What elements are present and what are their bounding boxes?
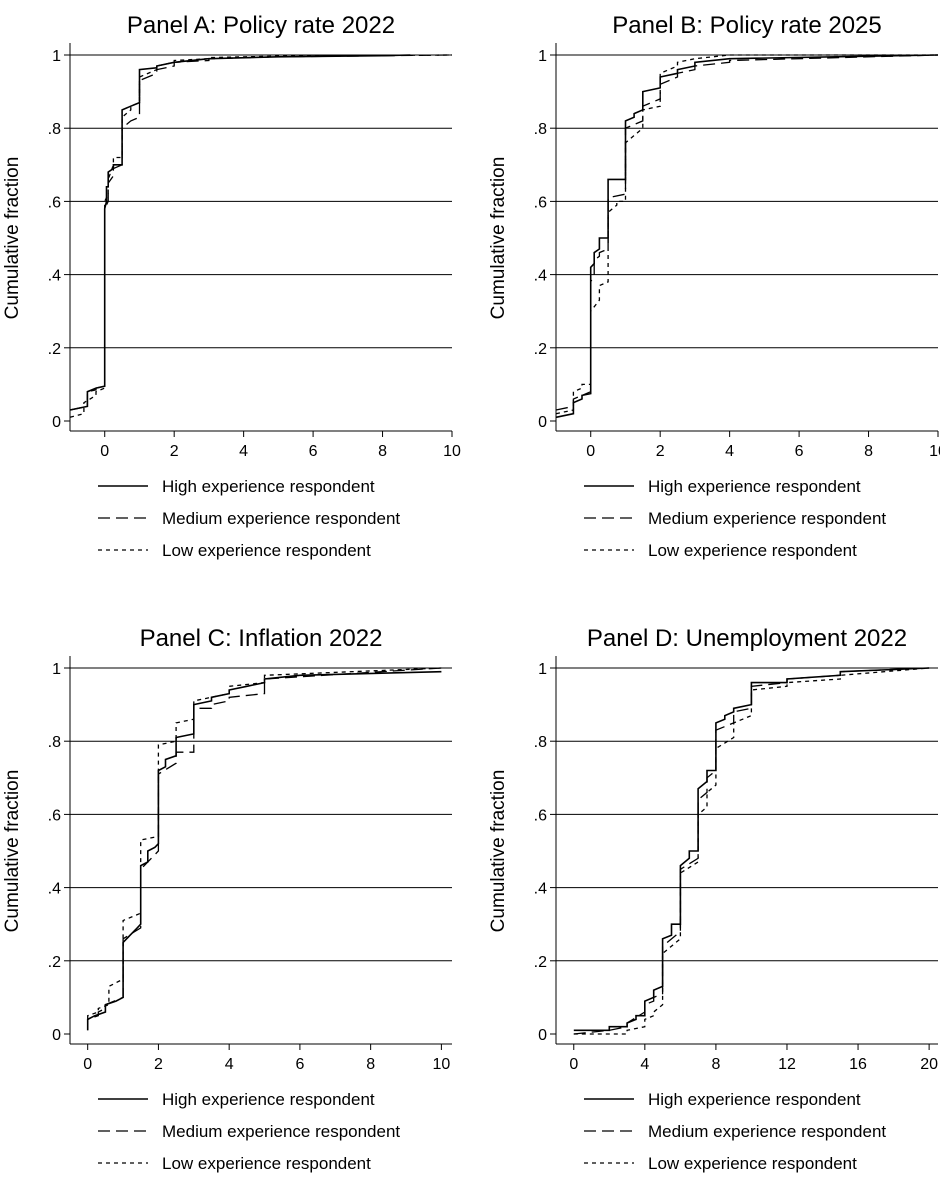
y-tick-label: 1 bbox=[538, 48, 547, 65]
x-tick-label: 10 bbox=[432, 1056, 450, 1073]
legend-label: Medium experience respondent bbox=[648, 509, 886, 528]
y-tick-label: 1 bbox=[52, 661, 61, 678]
y-tick-label: .6 bbox=[534, 194, 547, 211]
legend-label: Low experience respondent bbox=[648, 541, 857, 560]
x-tick-label: 10 bbox=[443, 443, 461, 460]
y-tick-label: 1 bbox=[538, 661, 547, 678]
y-tick-label: .8 bbox=[534, 734, 547, 751]
y-tick-label: .8 bbox=[48, 734, 61, 751]
x-tick-label: 4 bbox=[725, 443, 734, 460]
series-line-2 bbox=[555, 54, 939, 411]
y-tick-label: 0 bbox=[52, 1027, 61, 1044]
x-tick-label: 8 bbox=[711, 1056, 720, 1073]
y-tick-label: .6 bbox=[48, 194, 61, 211]
y-tick-label: .6 bbox=[48, 807, 61, 824]
series-line-3 bbox=[87, 667, 442, 1027]
y-tick-label: .4 bbox=[534, 881, 547, 898]
legend-label: Medium experience respondent bbox=[648, 1122, 886, 1141]
series-line-3 bbox=[573, 667, 930, 1035]
x-tick-label: 4 bbox=[640, 1056, 649, 1073]
legend-label: Medium experience respondent bbox=[162, 509, 400, 528]
chart-panel-2: Panel B: Policy rate 2025 Cumulative frac… bbox=[488, 12, 940, 560]
y-tick-label: 0 bbox=[538, 1027, 547, 1044]
chart-panel-3: Panel C: Inflation 2022 Cumulative fracti… bbox=[2, 625, 452, 1173]
y-axis-label: Cumulative fraction bbox=[488, 157, 509, 320]
x-tick-label: 0 bbox=[569, 1056, 578, 1073]
x-tick-label: 10 bbox=[929, 443, 940, 460]
chart-title: Panel B: Policy rate 2025 bbox=[612, 12, 882, 39]
x-tick-label: 2 bbox=[656, 443, 665, 460]
chart-title: Panel C: Inflation 2022 bbox=[140, 625, 383, 652]
chart-panel-1: Panel A: Policy rate 2022 Cumulative frac… bbox=[2, 12, 461, 560]
legend-label: Low experience respondent bbox=[162, 1154, 371, 1173]
x-tick-label: 6 bbox=[295, 1056, 304, 1073]
x-tick-label: 8 bbox=[378, 443, 387, 460]
x-tick-label: 8 bbox=[366, 1056, 375, 1073]
x-tick-label: 6 bbox=[309, 443, 318, 460]
chart-title: Panel D: Unemployment 2022 bbox=[587, 625, 907, 652]
legend-label: Low experience respondent bbox=[648, 1154, 857, 1173]
y-axis-label: Cumulative fraction bbox=[2, 157, 23, 320]
series-line-3 bbox=[555, 54, 938, 415]
series-line-3 bbox=[69, 54, 453, 418]
y-tick-label: .2 bbox=[534, 341, 547, 358]
x-tick-label: 8 bbox=[864, 443, 873, 460]
x-tick-label: 2 bbox=[170, 443, 179, 460]
legend-label: High experience respondent bbox=[648, 477, 861, 496]
legend-label: Low experience respondent bbox=[162, 541, 371, 560]
chart-panel-4: Panel D: Unemployment 2022 Cumulative fra… bbox=[488, 625, 938, 1173]
x-tick-label: 4 bbox=[225, 1056, 234, 1073]
x-tick-label: 20 bbox=[920, 1056, 938, 1073]
series-line-1 bbox=[555, 54, 939, 419]
series-line-2 bbox=[87, 667, 442, 1031]
y-tick-label: .4 bbox=[534, 268, 547, 285]
y-tick-label: .8 bbox=[534, 121, 547, 138]
x-tick-label: 2 bbox=[154, 1056, 163, 1073]
series-line-1 bbox=[573, 667, 930, 1032]
legend-label: Medium experience respondent bbox=[162, 1122, 400, 1141]
x-tick-label: 12 bbox=[778, 1056, 796, 1073]
legend-label: High experience respondent bbox=[162, 1090, 375, 1109]
x-tick-label: 0 bbox=[586, 443, 595, 460]
y-tick-label: .4 bbox=[48, 268, 61, 285]
x-tick-label: 16 bbox=[849, 1056, 867, 1073]
y-tick-label: .8 bbox=[48, 121, 61, 138]
y-tick-label: .2 bbox=[534, 954, 547, 971]
chart-title: Panel A: Policy rate 2022 bbox=[127, 12, 395, 39]
y-tick-label: .2 bbox=[48, 341, 61, 358]
series-line-2 bbox=[573, 667, 930, 1035]
y-axis-label: Cumulative fraction bbox=[2, 770, 23, 933]
legend-label: High experience respondent bbox=[162, 477, 375, 496]
x-tick-label: 4 bbox=[239, 443, 248, 460]
y-tick-label: 0 bbox=[52, 414, 61, 431]
series-line-1 bbox=[69, 54, 411, 411]
y-tick-label: 0 bbox=[538, 414, 547, 431]
y-axis-label: Cumulative fraction bbox=[488, 770, 509, 933]
x-tick-label: 0 bbox=[83, 1056, 92, 1073]
x-tick-label: 6 bbox=[795, 443, 804, 460]
legend-label: High experience respondent bbox=[648, 1090, 861, 1109]
y-tick-label: 1 bbox=[52, 48, 61, 65]
y-tick-label: .2 bbox=[48, 954, 61, 971]
y-tick-label: .6 bbox=[534, 807, 547, 824]
x-tick-label: 0 bbox=[100, 443, 109, 460]
y-tick-label: .4 bbox=[48, 881, 61, 898]
